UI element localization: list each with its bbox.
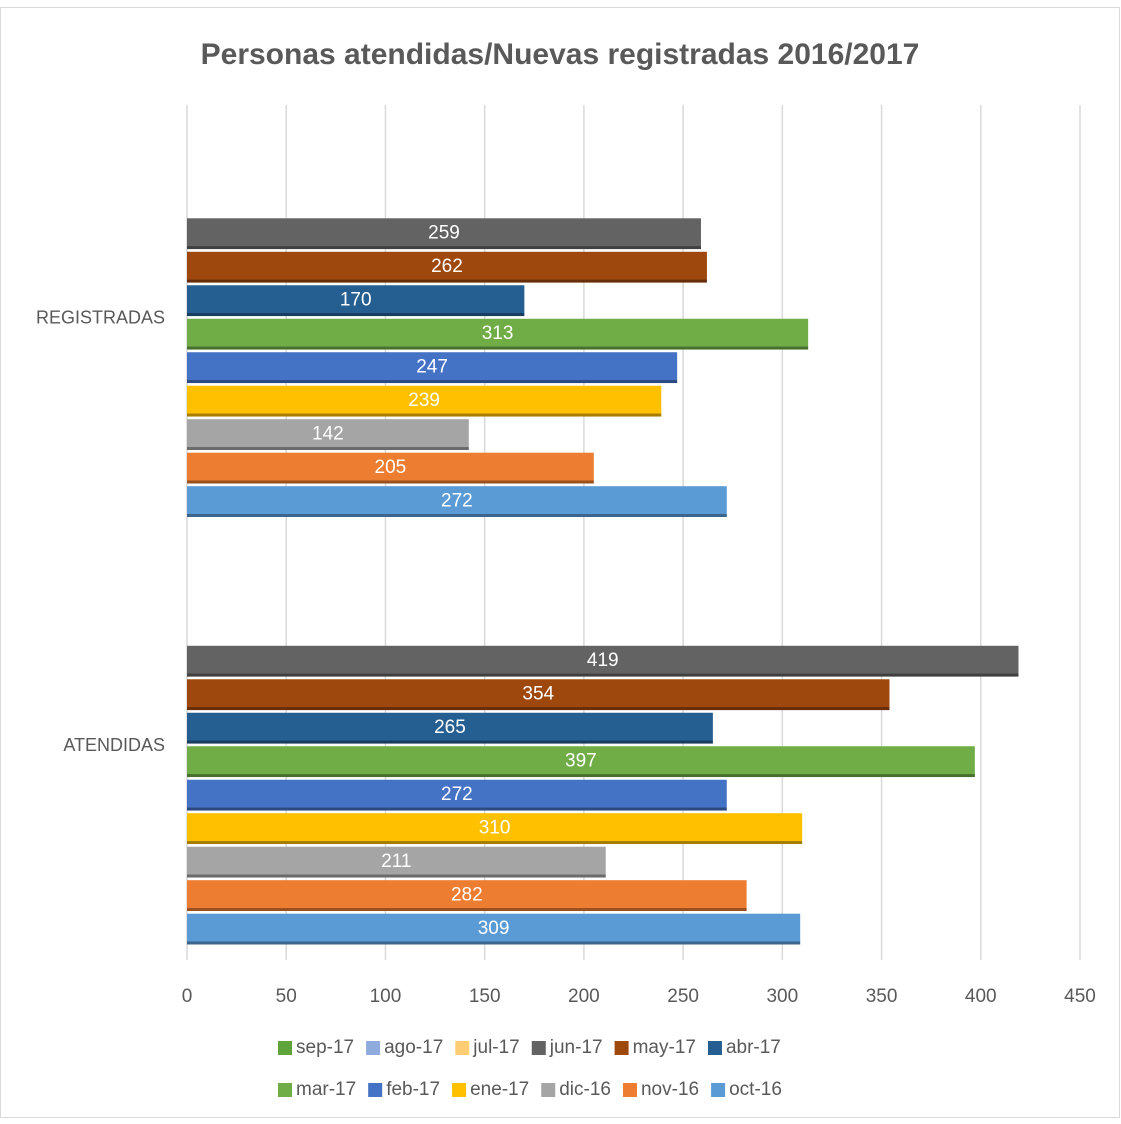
chart-border	[0, 7, 1120, 1118]
legend-label: mar-17	[296, 1079, 356, 1100]
bar-shadow	[187, 480, 594, 484]
data-label: 309	[478, 918, 510, 939]
bar	[187, 486, 727, 517]
data-label: 205	[375, 457, 407, 478]
bar	[187, 913, 801, 945]
legend-label: sep-17	[296, 1037, 354, 1058]
data-label: 170	[340, 290, 372, 311]
data-label: 259	[428, 223, 460, 244]
bar	[187, 746, 975, 778]
legend-label: ago-17	[384, 1037, 443, 1058]
x-tick-label: 100	[370, 986, 402, 1007]
bar-shadow	[187, 447, 469, 451]
legend-label: jul-17	[472, 1037, 519, 1058]
legend-label: ene-17	[470, 1079, 529, 1100]
bar-shadow	[187, 841, 803, 845]
bar-shadow	[187, 313, 525, 317]
bar	[187, 419, 469, 451]
legend-swatch	[531, 1041, 546, 1055]
legend-swatch	[707, 1041, 722, 1055]
x-tick-label: 450	[1064, 986, 1096, 1007]
legend-label: jun-17	[549, 1037, 603, 1058]
legend-label: may-17	[633, 1037, 696, 1058]
legend-label: feb-17	[386, 1079, 440, 1100]
data-label: 354	[522, 684, 554, 705]
legend-label: abr-17	[726, 1037, 781, 1058]
bar	[187, 352, 678, 384]
bar-shadow	[187, 774, 975, 778]
bar-shadow	[187, 413, 662, 417]
legend-swatch	[452, 1083, 467, 1097]
x-tick-label: 250	[667, 986, 699, 1007]
data-label: 272	[441, 491, 473, 512]
bar-shadow	[187, 941, 801, 945]
legend-swatch	[622, 1083, 637, 1097]
bar-shadow	[187, 740, 713, 744]
legend-swatch	[711, 1083, 726, 1097]
bar-shadow	[187, 707, 890, 711]
data-label: 310	[479, 818, 511, 839]
data-label: 419	[587, 650, 619, 671]
bar	[187, 251, 707, 283]
data-label: 272	[441, 784, 473, 805]
x-tick-label: 50	[276, 986, 297, 1007]
bar	[187, 218, 701, 250]
y-tick-label: ATENDIDAS	[63, 735, 165, 755]
bar-shadow	[187, 908, 747, 912]
bar-shadow	[187, 513, 727, 517]
legend-label: oct-16	[729, 1079, 782, 1100]
bar-shadow	[187, 246, 701, 250]
bar-shadow	[187, 380, 678, 384]
bar-shadow	[187, 346, 809, 350]
bar	[187, 285, 525, 317]
legend-swatch	[278, 1041, 292, 1055]
bar	[187, 779, 727, 811]
x-tick-label: 150	[469, 986, 501, 1007]
data-label: 142	[312, 424, 344, 445]
legend-swatch	[541, 1083, 556, 1097]
bar	[187, 880, 747, 912]
legend-swatch	[368, 1083, 383, 1097]
bar	[187, 813, 803, 845]
x-tick-label: 0	[182, 986, 193, 1007]
legend-swatch	[614, 1041, 629, 1055]
legend-swatch	[366, 1041, 381, 1055]
data-label: 239	[408, 390, 440, 411]
x-tick-label: 350	[866, 986, 898, 1007]
data-label: 211	[381, 851, 411, 872]
legend-swatch	[455, 1041, 470, 1055]
x-tick-label: 200	[568, 986, 600, 1007]
legend-label: dic-16	[559, 1079, 611, 1100]
bar	[187, 712, 713, 744]
data-label: 265	[434, 717, 466, 738]
bar	[187, 645, 1019, 677]
bar	[187, 385, 662, 417]
chart-title: Personas atendidas/Nuevas registradas 20…	[201, 38, 920, 71]
x-tick-label: 400	[965, 986, 997, 1007]
bar-shadow	[187, 807, 727, 811]
data-label: 313	[482, 323, 514, 344]
bar	[187, 679, 890, 711]
data-label: 282	[451, 885, 483, 906]
legend-swatch	[278, 1083, 292, 1097]
legend-label: nov-16	[641, 1079, 699, 1100]
bar	[187, 452, 594, 484]
y-tick-label: REGISTRADAS	[36, 308, 165, 328]
x-tick-label: 300	[766, 986, 798, 1007]
bar-shadow	[187, 279, 707, 283]
data-label: 247	[416, 357, 448, 378]
bar-shadow	[187, 874, 606, 878]
bar-shadow	[187, 673, 1019, 677]
data-label: 397	[565, 751, 597, 772]
bar	[187, 318, 809, 350]
bar	[187, 846, 606, 878]
data-label: 262	[431, 256, 463, 277]
